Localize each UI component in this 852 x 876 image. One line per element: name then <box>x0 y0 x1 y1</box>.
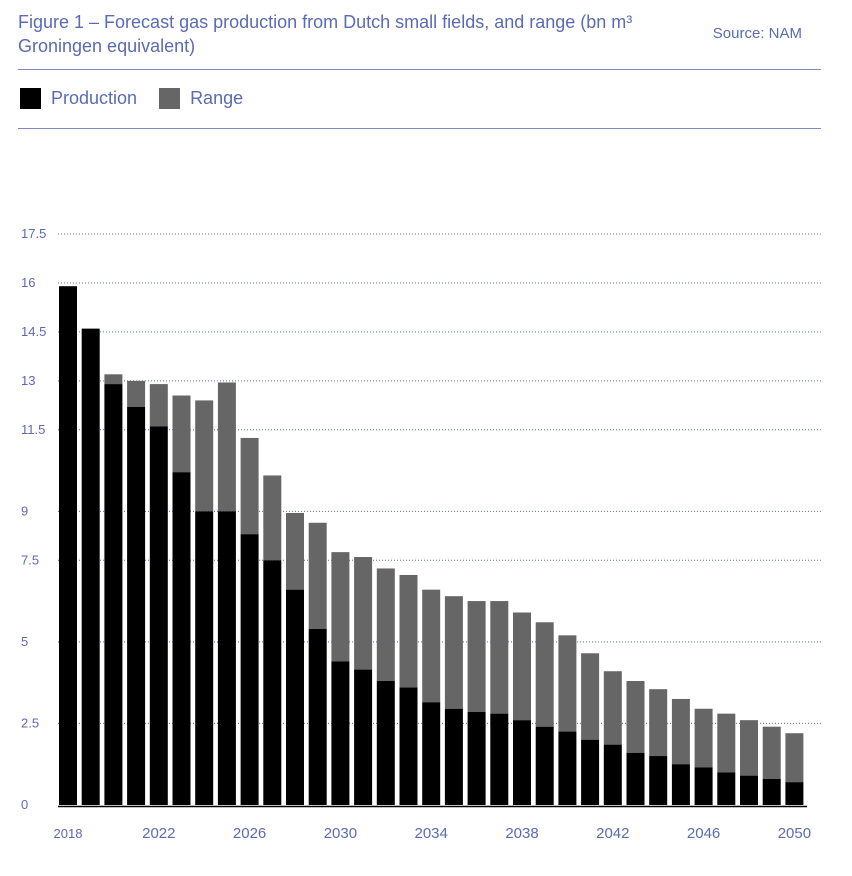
production-bar <box>195 511 214 805</box>
range-bar <box>104 374 123 385</box>
y-tick-label: 5 <box>21 634 28 649</box>
production-bar <box>354 669 373 805</box>
range-bar <box>149 384 168 427</box>
range-bar <box>354 557 373 670</box>
production-bar <box>717 772 736 805</box>
y-tick-label: 13 <box>21 373 35 388</box>
range-bar <box>308 522 327 629</box>
range-bar <box>558 635 577 732</box>
production-bar <box>399 687 418 805</box>
y-tick-label: 14.5 <box>21 324 46 339</box>
chart-legend: Production Range <box>20 88 265 109</box>
production-bar <box>581 739 600 805</box>
legend-divider <box>18 128 821 129</box>
production-bar <box>740 775 758 805</box>
range-bar <box>535 622 554 727</box>
production-bar <box>513 720 531 805</box>
range-bar <box>195 400 214 512</box>
range-bar <box>172 395 191 473</box>
source-note: Source: NAM <box>712 25 802 42</box>
x-tick-label: 2022 <box>142 825 175 842</box>
y-tick-label: 9 <box>21 503 28 518</box>
production-bar <box>535 726 554 805</box>
x-tick-label: 2018 <box>54 826 83 841</box>
range-bar <box>717 713 736 773</box>
production-bar <box>149 426 168 805</box>
legend-item-range: Range <box>159 88 243 109</box>
legend-label-range: Range <box>190 88 244 108</box>
x-tick-label: 2050 <box>778 825 811 842</box>
production-bar <box>694 767 713 805</box>
production-bar <box>104 384 123 805</box>
y-tick-label: 0 <box>21 797 28 812</box>
production-bar <box>127 406 146 805</box>
x-tick-label: 2030 <box>324 825 357 842</box>
x-tick-label: 2038 <box>505 825 538 842</box>
y-tick-label: 11.5 <box>21 422 45 437</box>
range-bar <box>603 671 622 745</box>
x-tick-label: 2042 <box>596 825 629 842</box>
production-bar <box>626 752 645 805</box>
production-bar <box>331 661 350 805</box>
production-bar <box>785 782 804 805</box>
production-bar <box>467 712 486 805</box>
x-tick-label: 2026 <box>233 825 266 842</box>
x-tick-label: 2046 <box>687 825 720 842</box>
production-bar <box>603 744 622 805</box>
range-bar <box>762 726 781 779</box>
production-bar <box>308 628 327 805</box>
range-bar <box>467 601 486 713</box>
legend-item-production: Production <box>20 88 137 109</box>
range-bar <box>785 733 804 783</box>
range-bar <box>444 596 463 709</box>
legend-label-production: Production <box>51 88 138 108</box>
production-bar <box>444 708 463 805</box>
range-bar <box>376 568 395 682</box>
range-bar <box>649 689 668 757</box>
range-bar <box>490 601 509 714</box>
production-bar <box>649 756 668 805</box>
y-tick-label: 2.5 <box>21 715 39 730</box>
range-bar <box>671 698 690 765</box>
production-bar <box>263 560 282 805</box>
production-bar <box>217 511 236 805</box>
chart-title: Figure 1 – Forecast gas production from … <box>18 12 633 56</box>
production-bar <box>490 713 509 805</box>
y-tick-label: 16 <box>21 275 35 290</box>
legend-swatch-production <box>20 88 41 109</box>
range-bar <box>331 552 350 662</box>
production-bar <box>376 681 395 805</box>
range-bar <box>286 512 304 590</box>
range-bar <box>240 437 259 535</box>
range-bar <box>740 720 758 776</box>
range-bar <box>694 708 713 768</box>
range-bar <box>217 382 236 512</box>
top-divider <box>18 69 821 70</box>
y-tick-label: 7.5 <box>21 552 39 567</box>
production-bar <box>240 534 259 805</box>
range-bar <box>581 653 600 740</box>
production-bar <box>81 328 100 805</box>
range-bar <box>127 380 146 407</box>
range-bar <box>422 589 441 703</box>
production-bar <box>671 764 690 805</box>
legend-swatch-range <box>159 88 181 109</box>
production-bar <box>762 778 781 805</box>
y-tick-label: 17.5 <box>21 226 46 241</box>
production-bar <box>558 731 577 805</box>
x-tick-label: 2034 <box>415 825 448 842</box>
production-bar <box>59 286 77 806</box>
production-bar <box>422 702 441 805</box>
range-bar <box>263 475 282 561</box>
range-bar <box>513 612 531 721</box>
range-bar <box>626 681 645 753</box>
production-bar <box>172 472 191 805</box>
range-bar <box>399 574 418 688</box>
production-bar <box>286 589 304 805</box>
